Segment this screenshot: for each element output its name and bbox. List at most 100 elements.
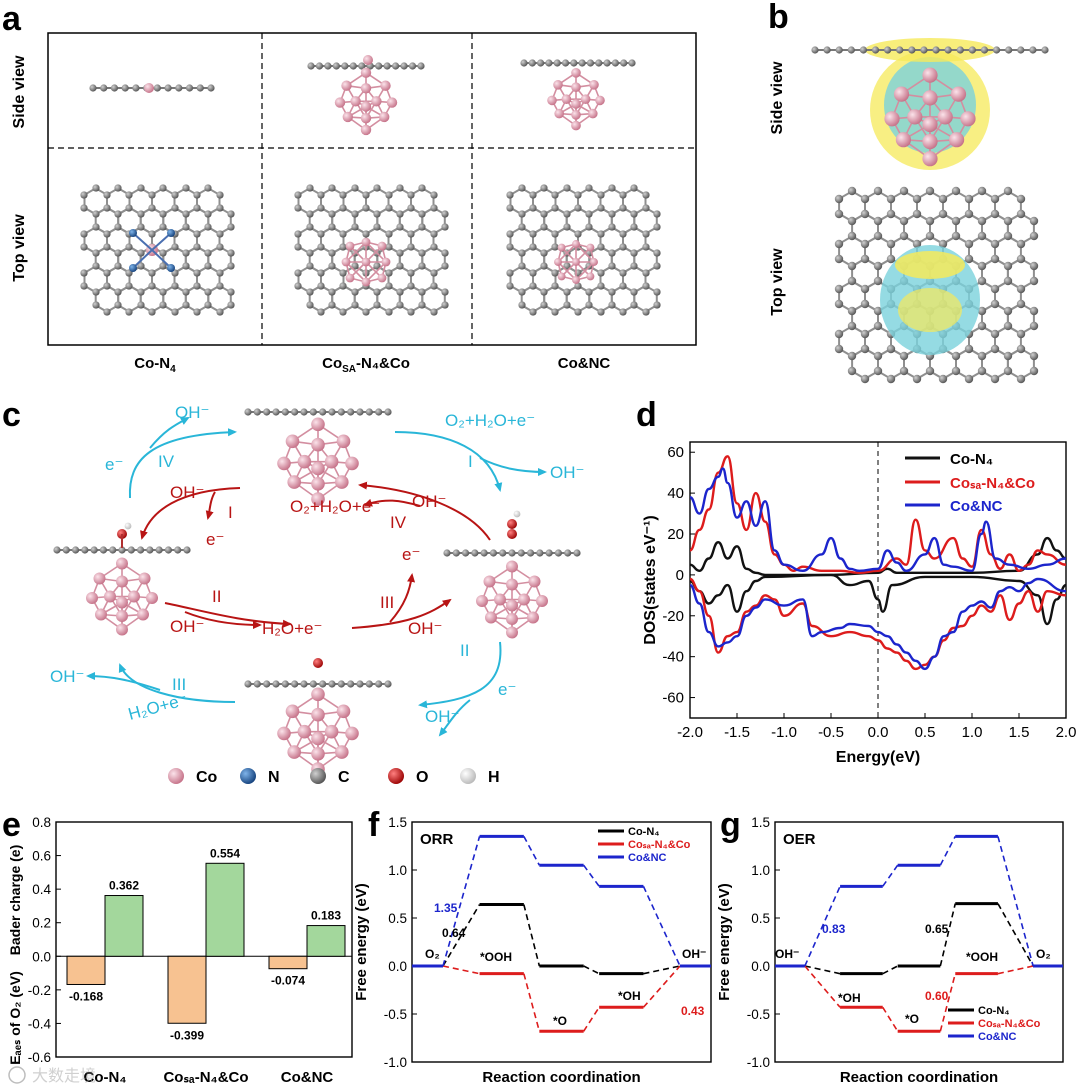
- y-axis-title: DOS(states eV⁻¹): [642, 515, 659, 644]
- carbon-atom: [385, 230, 393, 238]
- carbon-atom: [529, 282, 537, 290]
- cobalt-atom: [571, 110, 581, 120]
- carbon-atom: [908, 46, 916, 54]
- carbon-atom: [608, 301, 616, 309]
- carbon-atom: [125, 243, 133, 251]
- carbon-atom: [253, 680, 261, 688]
- cobalt-atom: [93, 572, 106, 585]
- carbon-atom: [337, 408, 345, 416]
- carbon-atom: [1029, 46, 1037, 54]
- carbon-atom: [383, 62, 391, 70]
- carbon-atom: [317, 308, 325, 316]
- carbon-atom: [182, 184, 190, 192]
- orr-arrow-i-out: [479, 457, 547, 476]
- plot-frame: [774, 821, 1064, 1063]
- cobalt-atom: [554, 108, 564, 119]
- carbon-atom: [1016, 209, 1026, 219]
- carbon-atom: [396, 184, 404, 192]
- carbon-atom: [951, 186, 961, 196]
- carbon-atom: [597, 191, 605, 199]
- hexagon: [851, 347, 879, 380]
- connector-1-1: [804, 965, 841, 1008]
- nitrogen-atom: [129, 229, 137, 237]
- carbon-atom: [174, 546, 182, 554]
- cobalt-atom: [572, 240, 580, 248]
- carbon-atom: [171, 308, 179, 316]
- carbon-atom: [896, 46, 904, 54]
- cobalt-atom: [360, 124, 372, 136]
- hexagon: [139, 284, 165, 313]
- hexagon: [398, 284, 424, 313]
- bond: [575, 243, 595, 263]
- bar-bader-2: [306, 925, 346, 957]
- orr-label-i-out: OH⁻: [550, 463, 584, 482]
- legend-label-2: Co&NC: [628, 852, 667, 864]
- bader-chart: -0.6 -0.4 -0.2 0.0 0.2 0.4 0.6 0.8 -0.168 0.362 Co…: [7, 815, 353, 1086]
- y-tick-label: 0.2: [32, 916, 51, 931]
- oer-label-iii-in: OH⁻: [408, 619, 442, 638]
- carbon-atom: [1003, 276, 1013, 286]
- carbon-atom: [847, 366, 857, 376]
- carbon-atom: [132, 84, 140, 92]
- cobalt-atom: [893, 86, 910, 102]
- x-axis-title: Energy(eV): [836, 749, 920, 766]
- x-tick-label: 2.0: [1056, 724, 1077, 741]
- carbon-atom: [886, 209, 896, 219]
- carbon-atom: [834, 284, 844, 294]
- panel-a-col-label-3: Co&NC: [558, 355, 611, 372]
- panel-e: e -0.6 -0.4 -0.2 0.0 0.2 0.4 0.6 0.8 -0.168 0.362…: [2, 806, 353, 1086]
- cobalt-atom: [485, 611, 497, 624]
- carbon-atom: [385, 204, 393, 212]
- legend-co-label: Co: [196, 769, 218, 786]
- carbon-atom: [642, 204, 650, 212]
- carbon-atom: [351, 301, 359, 309]
- carbon-atom: [506, 204, 514, 212]
- carbon-atom: [938, 209, 948, 219]
- cobalt-atom: [506, 560, 518, 573]
- carbon-atom: [938, 374, 948, 384]
- legend-o-label: O: [416, 769, 428, 786]
- oer-label-iii-out: e⁻: [402, 545, 420, 564]
- y-tick-label: -1.0: [747, 1055, 770, 1070]
- carbon-atom: [418, 184, 426, 192]
- carbon-atom: [272, 680, 280, 688]
- carbon-atom: [319, 408, 327, 416]
- cobalt-atom: [571, 82, 581, 92]
- hexagon: [565, 284, 591, 313]
- carbon-atom: [499, 549, 507, 557]
- y-tick-label: -20: [662, 608, 684, 625]
- annotation-6: *OOH: [966, 950, 998, 964]
- annotation-6: *OH: [618, 989, 641, 1003]
- carbon-atom: [611, 59, 619, 67]
- oer-arrow-i: [140, 487, 241, 540]
- hexagon: [543, 284, 568, 313]
- carbon-atom: [227, 288, 235, 296]
- carbon-atom: [396, 262, 404, 270]
- carbon-atom: [332, 62, 340, 70]
- carbon-atom: [294, 230, 302, 238]
- cobalt-atom: [506, 578, 518, 591]
- cobalt-atom: [342, 111, 353, 123]
- cobalt-atom: [589, 80, 599, 90]
- carbon-atom: [92, 262, 100, 270]
- cobalt-atom: [554, 258, 562, 266]
- bond: [557, 243, 577, 263]
- carbon-atom: [244, 408, 252, 416]
- cobalt-atom: [536, 595, 548, 607]
- carbon-atom: [384, 408, 392, 416]
- hexagon: [376, 284, 401, 313]
- carbon-atom: [540, 184, 548, 192]
- carbon-atom: [92, 223, 100, 231]
- carbon-atom: [990, 254, 1000, 264]
- carbon-atom: [551, 269, 559, 277]
- carbon-atom: [216, 191, 224, 199]
- carbon-atom: [871, 46, 880, 54]
- hydrogen-atom: [513, 510, 521, 518]
- carbon-atom: [873, 321, 883, 331]
- carbon-atom: [471, 549, 479, 557]
- carbon-atom: [164, 84, 172, 92]
- carbon-atom: [121, 84, 129, 92]
- cobalt-atom: [360, 113, 372, 124]
- carbon-atom: [373, 288, 381, 296]
